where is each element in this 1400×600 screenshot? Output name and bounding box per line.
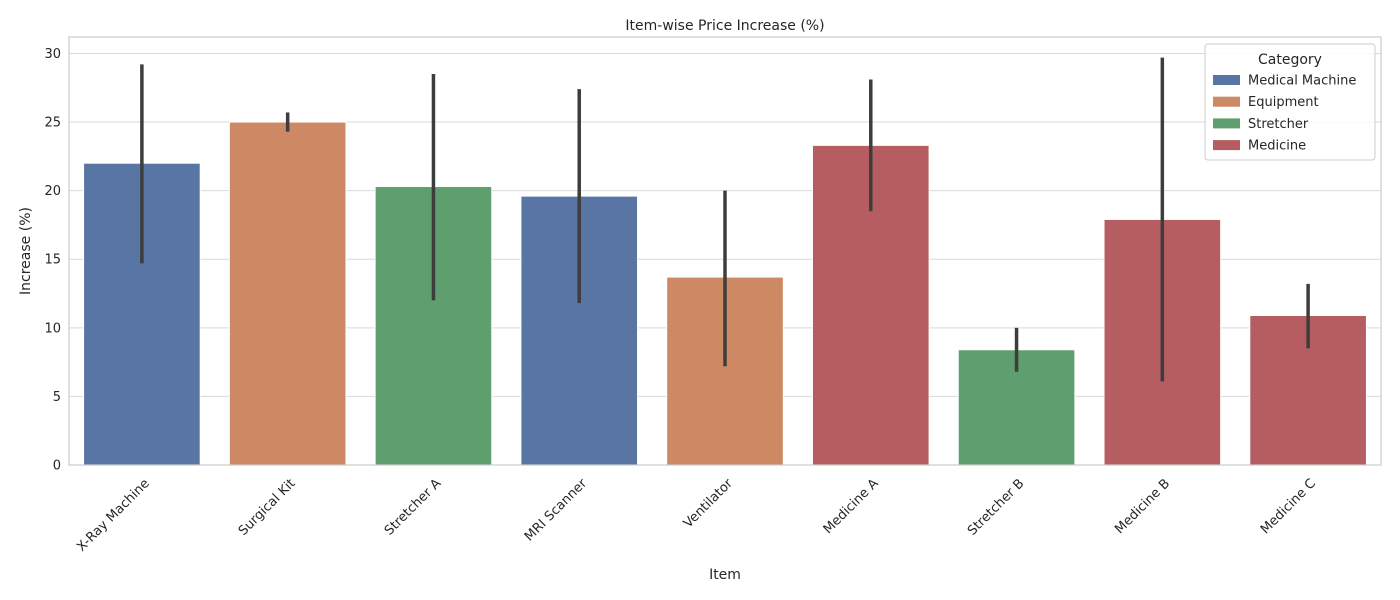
x-ticks: X-Ray Machine Surgical Kit Stretcher A MRI … <box>74 476 1319 555</box>
y-tick-label: 25 <box>44 116 61 131</box>
legend-entry: Medicine <box>1248 139 1306 154</box>
legend-box <box>1204 43 1376 161</box>
x-tick-label: Medicine A <box>821 476 882 537</box>
legend-entry: Stretcher <box>1248 117 1309 132</box>
error-bars <box>140 57 1310 382</box>
y-ticks: 0 5 10 15 20 25 30 <box>44 47 61 474</box>
legend-entry: Medical Machine <box>1248 74 1356 89</box>
bar-surgical-kit <box>228 121 347 466</box>
y-tick-label: 15 <box>44 253 61 268</box>
y-tick-label: 10 <box>44 321 61 336</box>
x-tick-label: X-Ray Machine <box>74 476 152 554</box>
y-axis-label: Increase (%) <box>18 207 34 295</box>
chart-title: Item-wise Price Increase (%) <box>625 18 824 34</box>
y-tick-label: 0 <box>53 459 61 474</box>
plot-frame <box>68 36 1382 466</box>
legend-swatch <box>1213 118 1240 129</box>
y-tick-label: 20 <box>44 184 61 199</box>
y-tick-label: 30 <box>44 47 61 62</box>
x-tick-label: Surgical Kit <box>236 476 299 539</box>
y-tick-label: 5 <box>53 390 61 405</box>
x-tick-label: Stretcher B <box>965 476 1027 538</box>
x-tick-label: Medicine C <box>1258 476 1319 537</box>
legend-entry: Equipment <box>1248 95 1319 110</box>
x-tick-label: Medicine B <box>1112 476 1173 537</box>
legend-title: Category <box>1258 52 1322 68</box>
x-tick-label: Stretcher A <box>382 476 444 538</box>
x-tick-label: MRI Scanner <box>522 476 591 545</box>
legend-swatch <box>1213 75 1240 85</box>
legend-swatch <box>1213 140 1240 151</box>
x-axis-label: Item <box>709 567 741 583</box>
x-tick-label: Ventilator <box>681 476 736 531</box>
legend-swatch <box>1213 96 1240 107</box>
legend: Category Medical Machine Equipment Stretche… <box>1204 43 1376 161</box>
